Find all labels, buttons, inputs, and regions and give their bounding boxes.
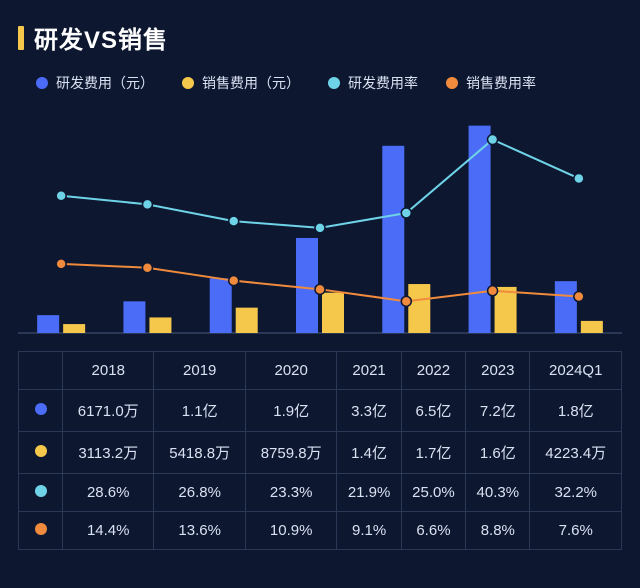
table-cell: 1.7亿 bbox=[401, 432, 465, 474]
table-cell bbox=[19, 352, 63, 390]
legend-marker-icon bbox=[328, 77, 340, 89]
legend-label: 销售费用率 bbox=[466, 73, 536, 93]
table-cell: 10.9% bbox=[245, 512, 336, 550]
table-cell: 2022 bbox=[401, 352, 465, 390]
table-cell: 6.6% bbox=[401, 512, 465, 550]
marker-sales_rate bbox=[229, 276, 239, 286]
row-marker-icon bbox=[35, 445, 47, 457]
legend-marker-icon bbox=[446, 77, 458, 89]
legend-label: 销售费用（元） bbox=[202, 73, 300, 93]
table-row: 2018201920202021202220232024Q1 bbox=[19, 352, 622, 390]
table-cell: 8.8% bbox=[466, 512, 530, 550]
marker-rd_rate bbox=[56, 191, 66, 201]
bar-rd_cost bbox=[555, 281, 577, 333]
legend-item: 销售费用率 bbox=[446, 73, 536, 93]
legend-label: 研发费用率 bbox=[348, 73, 418, 93]
marker-sales_rate bbox=[574, 292, 584, 302]
legend-item: 研发费用率 bbox=[328, 73, 418, 93]
table-cell: 2019 bbox=[154, 352, 245, 390]
marker-sales_rate bbox=[401, 296, 411, 306]
table-cell: 8759.8万 bbox=[245, 432, 336, 474]
table-row: 6171.0万1.1亿1.9亿3.3亿6.5亿7.2亿1.8亿 bbox=[19, 390, 622, 432]
table-cell: 13.6% bbox=[154, 512, 245, 550]
panel-title: 研发VS销售 bbox=[34, 20, 168, 55]
bar-sales_cost bbox=[149, 317, 171, 333]
chart-legend: 研发费用（元） 销售费用（元） 研发费用率 销售费用率 bbox=[36, 73, 622, 93]
table-cell: 40.3% bbox=[466, 474, 530, 512]
legend-label: 研发费用（元） bbox=[56, 73, 154, 93]
table-cell: 25.0% bbox=[401, 474, 465, 512]
row-marker-icon bbox=[35, 403, 47, 415]
legend-item: 研发费用（元） bbox=[36, 73, 154, 93]
bar-sales_cost bbox=[236, 308, 258, 333]
chart-svg bbox=[18, 107, 622, 347]
title-accent-bar bbox=[18, 26, 24, 50]
table-cell: 1.6亿 bbox=[466, 432, 530, 474]
bar-rd_cost bbox=[296, 238, 318, 333]
table-cell: 1.4亿 bbox=[337, 432, 401, 474]
marker-rd_rate bbox=[142, 199, 152, 209]
table-cell: 1.9亿 bbox=[245, 390, 336, 432]
marker-sales_rate bbox=[56, 259, 66, 269]
marker-sales_rate bbox=[488, 286, 498, 296]
marker-sales_rate bbox=[315, 284, 325, 294]
table-cell: 14.4% bbox=[63, 512, 154, 550]
table-cell bbox=[19, 432, 63, 474]
marker-rd_rate bbox=[574, 173, 584, 183]
table-cell: 5418.8万 bbox=[154, 432, 245, 474]
bar-rd_cost bbox=[37, 315, 59, 333]
row-marker-icon bbox=[35, 485, 47, 497]
legend-marker-icon bbox=[36, 77, 48, 89]
panel-title-row: 研发VS销售 bbox=[18, 20, 622, 55]
table-row: 14.4%13.6%10.9%9.1%6.6%8.8%7.6% bbox=[19, 512, 622, 550]
table-cell: 7.6% bbox=[530, 512, 622, 550]
table-cell: 26.8% bbox=[154, 474, 245, 512]
table-cell: 32.2% bbox=[530, 474, 622, 512]
table-row: 28.6%26.8%23.3%21.9%25.0%40.3%32.2% bbox=[19, 474, 622, 512]
data-table: 2018201920202021202220232024Q16171.0万1.1… bbox=[18, 351, 622, 550]
bar-sales_cost bbox=[63, 324, 85, 333]
bar-rd_cost bbox=[382, 146, 404, 333]
bar-rd_cost bbox=[123, 301, 145, 333]
marker-rd_rate bbox=[488, 135, 498, 145]
table-row: 3113.2万5418.8万8759.8万1.4亿1.7亿1.6亿4223.4万 bbox=[19, 432, 622, 474]
marker-sales_rate bbox=[142, 263, 152, 273]
data-table-body: 2018201920202021202220232024Q16171.0万1.1… bbox=[19, 352, 622, 550]
table-cell bbox=[19, 512, 63, 550]
table-cell: 21.9% bbox=[337, 474, 401, 512]
marker-rd_rate bbox=[401, 208, 411, 218]
marker-rd_rate bbox=[229, 216, 239, 226]
table-cell: 2018 bbox=[63, 352, 154, 390]
table-cell: 4223.4万 bbox=[530, 432, 622, 474]
bar-sales_cost bbox=[581, 321, 603, 333]
table-cell: 1.8亿 bbox=[530, 390, 622, 432]
line-rd_rate bbox=[61, 140, 579, 228]
table-cell: 9.1% bbox=[337, 512, 401, 550]
table-cell: 2023 bbox=[466, 352, 530, 390]
bar-sales_cost bbox=[408, 284, 430, 333]
bar-sales_cost bbox=[322, 293, 344, 333]
combo-chart bbox=[18, 107, 622, 347]
legend-item: 销售费用（元） bbox=[182, 73, 300, 93]
row-marker-icon bbox=[35, 523, 47, 535]
table-cell: 7.2亿 bbox=[466, 390, 530, 432]
table-cell bbox=[19, 474, 63, 512]
legend-marker-icon bbox=[182, 77, 194, 89]
table-cell: 2021 bbox=[337, 352, 401, 390]
table-cell: 6171.0万 bbox=[63, 390, 154, 432]
table-cell: 3113.2万 bbox=[63, 432, 154, 474]
bar-rd_cost bbox=[210, 278, 232, 333]
bar-sales_cost bbox=[495, 287, 517, 333]
table-cell: 3.3亿 bbox=[337, 390, 401, 432]
table-cell: 6.5亿 bbox=[401, 390, 465, 432]
table-cell: 1.1亿 bbox=[154, 390, 245, 432]
table-cell: 2024Q1 bbox=[530, 352, 622, 390]
table-cell: 23.3% bbox=[245, 474, 336, 512]
table-cell: 2020 bbox=[245, 352, 336, 390]
table-cell bbox=[19, 390, 63, 432]
marker-rd_rate bbox=[315, 223, 325, 233]
table-cell: 28.6% bbox=[63, 474, 154, 512]
rd-vs-sales-panel: 研发VS销售 研发费用（元） 销售费用（元） 研发费用率 销售费用率 20182019… bbox=[0, 0, 640, 560]
